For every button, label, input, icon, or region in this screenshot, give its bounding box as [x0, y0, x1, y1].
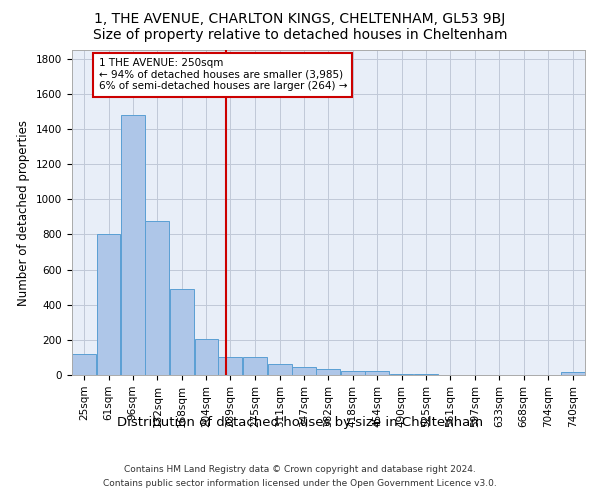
Text: Distribution of detached houses by size in Cheltenham: Distribution of detached houses by size … [117, 416, 483, 429]
Text: 1 THE AVENUE: 250sqm
← 94% of detached houses are smaller (3,985)
6% of semi-det: 1 THE AVENUE: 250sqm ← 94% of detached h… [98, 58, 347, 92]
Bar [218, 358, 242, 375]
Bar [560, 372, 585, 375]
Y-axis label: Number of detached properties: Number of detached properties [17, 120, 31, 306]
Bar [268, 364, 292, 375]
Bar [316, 370, 340, 375]
Bar [194, 339, 218, 375]
Text: Size of property relative to detached houses in Cheltenham: Size of property relative to detached ho… [93, 28, 507, 42]
Text: Contains public sector information licensed under the Open Government Licence v3: Contains public sector information licen… [103, 479, 497, 488]
Text: Contains HM Land Registry data © Crown copyright and database right 2024.: Contains HM Land Registry data © Crown c… [124, 464, 476, 473]
Bar [97, 234, 120, 375]
Bar [145, 222, 169, 375]
Bar [341, 370, 365, 375]
Bar [414, 374, 438, 375]
Bar [243, 358, 267, 375]
Bar [170, 289, 194, 375]
Bar [72, 354, 97, 375]
Bar [121, 115, 145, 375]
Bar [390, 374, 413, 375]
Text: 1, THE AVENUE, CHARLTON KINGS, CHELTENHAM, GL53 9BJ: 1, THE AVENUE, CHARLTON KINGS, CHELTENHA… [94, 12, 506, 26]
Bar [292, 366, 316, 375]
Bar [365, 371, 389, 375]
